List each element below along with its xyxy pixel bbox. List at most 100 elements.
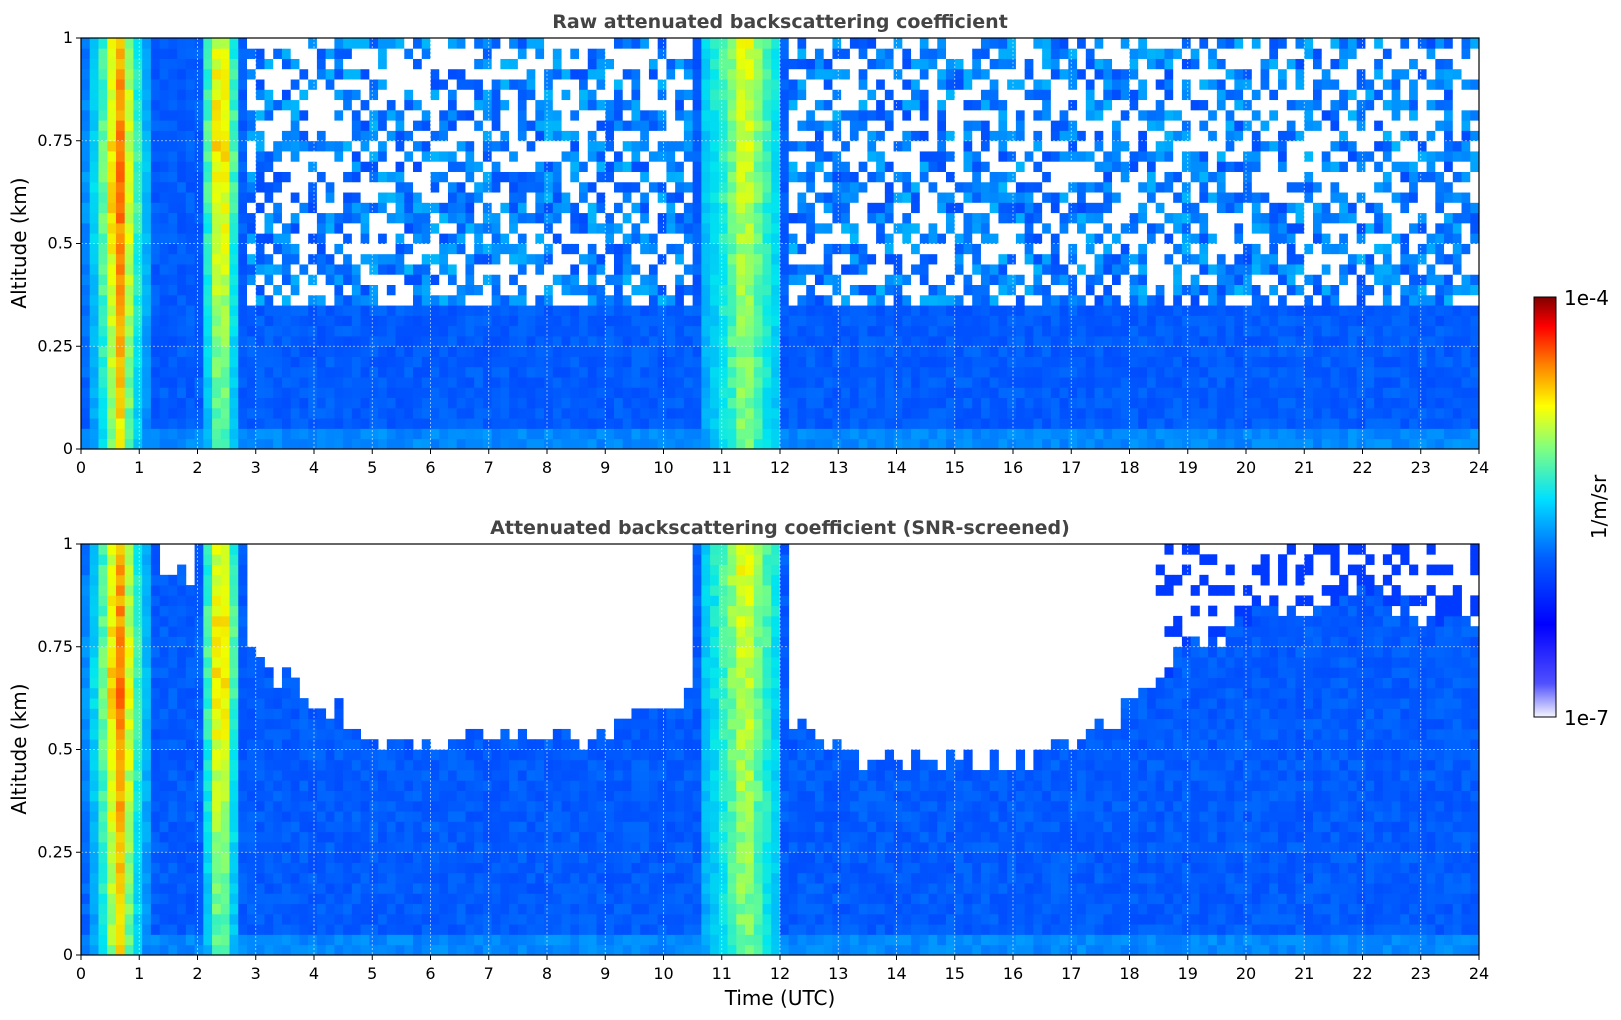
- heatmap-cell: [264, 171, 274, 183]
- heatmap-cell: [1050, 284, 1060, 296]
- heatmap-cell: [596, 264, 606, 275]
- heatmap-cell: [212, 418, 222, 429]
- heatmap-cell: [998, 109, 1008, 121]
- heatmap-cell: [413, 120, 423, 131]
- heatmap-cell: [587, 151, 597, 162]
- heatmap-cell: [1015, 294, 1026, 306]
- heatmap-cell: [867, 366, 877, 378]
- heatmap-cell: [753, 192, 763, 203]
- heatmap-cell: [273, 161, 283, 172]
- heatmap-cell: [255, 253, 265, 265]
- heatmap-cell: [683, 233, 694, 244]
- heatmap-cell: [1024, 38, 1034, 49]
- heatmap-cell: [1059, 243, 1069, 255]
- heatmap-cell: [579, 335, 589, 347]
- heatmap-cell: [220, 253, 230, 265]
- heatmap-cell: [928, 356, 938, 368]
- heatmap-cell: [1068, 68, 1078, 80]
- heatmap-cell: [701, 294, 711, 306]
- heatmap-cell: [1015, 99, 1026, 111]
- heatmap-cell: [281, 161, 292, 172]
- heatmap-cell: [351, 192, 361, 203]
- heatmap-cell: [937, 284, 947, 296]
- heatmap-cell: [780, 407, 790, 419]
- heatmap-cell: [963, 315, 973, 327]
- heatmap-cell: [1085, 38, 1095, 49]
- heatmap-cell: [596, 284, 606, 296]
- heatmap-cell: [1094, 264, 1104, 275]
- heatmap-cell: [832, 346, 842, 357]
- heatmap-cell: [1094, 325, 1104, 337]
- heatmap-cell: [203, 253, 213, 265]
- heatmap-cell: [1103, 120, 1113, 131]
- heatmap-cell: [692, 58, 702, 70]
- heatmap-cell: [281, 325, 292, 337]
- heatmap-cell: [1155, 171, 1165, 183]
- heatmap-cell: [823, 274, 833, 285]
- heatmap-cell: [552, 89, 562, 101]
- heatmap-cell: [1138, 387, 1148, 399]
- heatmap-cell: [989, 192, 999, 203]
- heatmap-cell: [482, 130, 493, 142]
- heatmap-cell: [517, 161, 528, 172]
- heatmap-cell: [1164, 253, 1174, 265]
- heatmap-cell: [535, 253, 545, 265]
- heatmap-cell: [159, 161, 169, 172]
- heatmap-cell: [168, 233, 178, 244]
- heatmap-cell: [81, 315, 91, 327]
- heatmap-cell: [552, 222, 562, 234]
- heatmap-cell: [657, 99, 667, 111]
- heatmap-cell: [780, 58, 790, 70]
- heatmap-cell: [884, 120, 894, 131]
- heatmap-cell: [823, 418, 833, 429]
- heatmap-cell: [1042, 284, 1052, 296]
- heatmap-cell: [203, 264, 213, 275]
- heatmap-cell: [1050, 140, 1060, 152]
- heatmap-cell: [1033, 366, 1043, 378]
- heatmap-cell: [535, 274, 545, 285]
- heatmap-cell: [701, 407, 711, 419]
- heatmap-cell: [544, 222, 554, 234]
- heatmap-cell: [98, 305, 108, 316]
- heatmap-cell: [613, 438, 624, 449]
- heatmap-cell: [631, 233, 641, 244]
- heatmap-cell: [343, 192, 353, 203]
- heatmap-cell: [220, 48, 230, 59]
- heatmap-cell: [421, 418, 431, 429]
- heatmap-cell: [736, 346, 746, 357]
- heatmap-cell: [447, 407, 458, 419]
- heatmap-cell: [1024, 89, 1034, 101]
- heatmap-cell: [343, 438, 353, 449]
- heatmap-cell: [823, 335, 833, 347]
- heatmap-cell: [456, 68, 466, 80]
- heatmap-cell: [290, 79, 300, 90]
- heatmap-cell: [762, 274, 772, 285]
- heatmap-cell: [1112, 325, 1122, 337]
- heatmap-cell: [911, 305, 921, 316]
- heatmap-cell: [745, 438, 755, 449]
- heatmap-cell: [421, 222, 431, 234]
- heatmap-cell: [823, 366, 833, 378]
- heatmap-cell: [806, 294, 816, 306]
- heatmap-cell: [552, 418, 562, 429]
- heatmap-cell: [1015, 346, 1026, 357]
- heatmap-cell: [745, 366, 755, 378]
- heatmap-cell: [150, 294, 161, 306]
- heatmap-cell: [115, 140, 126, 152]
- heatmap-cell: [727, 222, 737, 234]
- heatmap-cell: [683, 79, 694, 90]
- heatmap-cell: [378, 284, 388, 296]
- heatmap-cell: [980, 438, 991, 449]
- heatmap-cell: [413, 171, 423, 183]
- heatmap-cell: [500, 192, 510, 203]
- heatmap-cell: [1007, 346, 1017, 357]
- heatmap-cell: [351, 171, 361, 183]
- heatmap-cell: [395, 346, 405, 357]
- heatmap-cell: [81, 377, 91, 388]
- heatmap-cell: [1024, 161, 1034, 172]
- heatmap-cell: [963, 407, 973, 419]
- heatmap-cell: [281, 438, 292, 449]
- heatmap-cell: [736, 253, 746, 265]
- heatmap-cell: [980, 171, 991, 183]
- heatmap-cell: [404, 428, 414, 440]
